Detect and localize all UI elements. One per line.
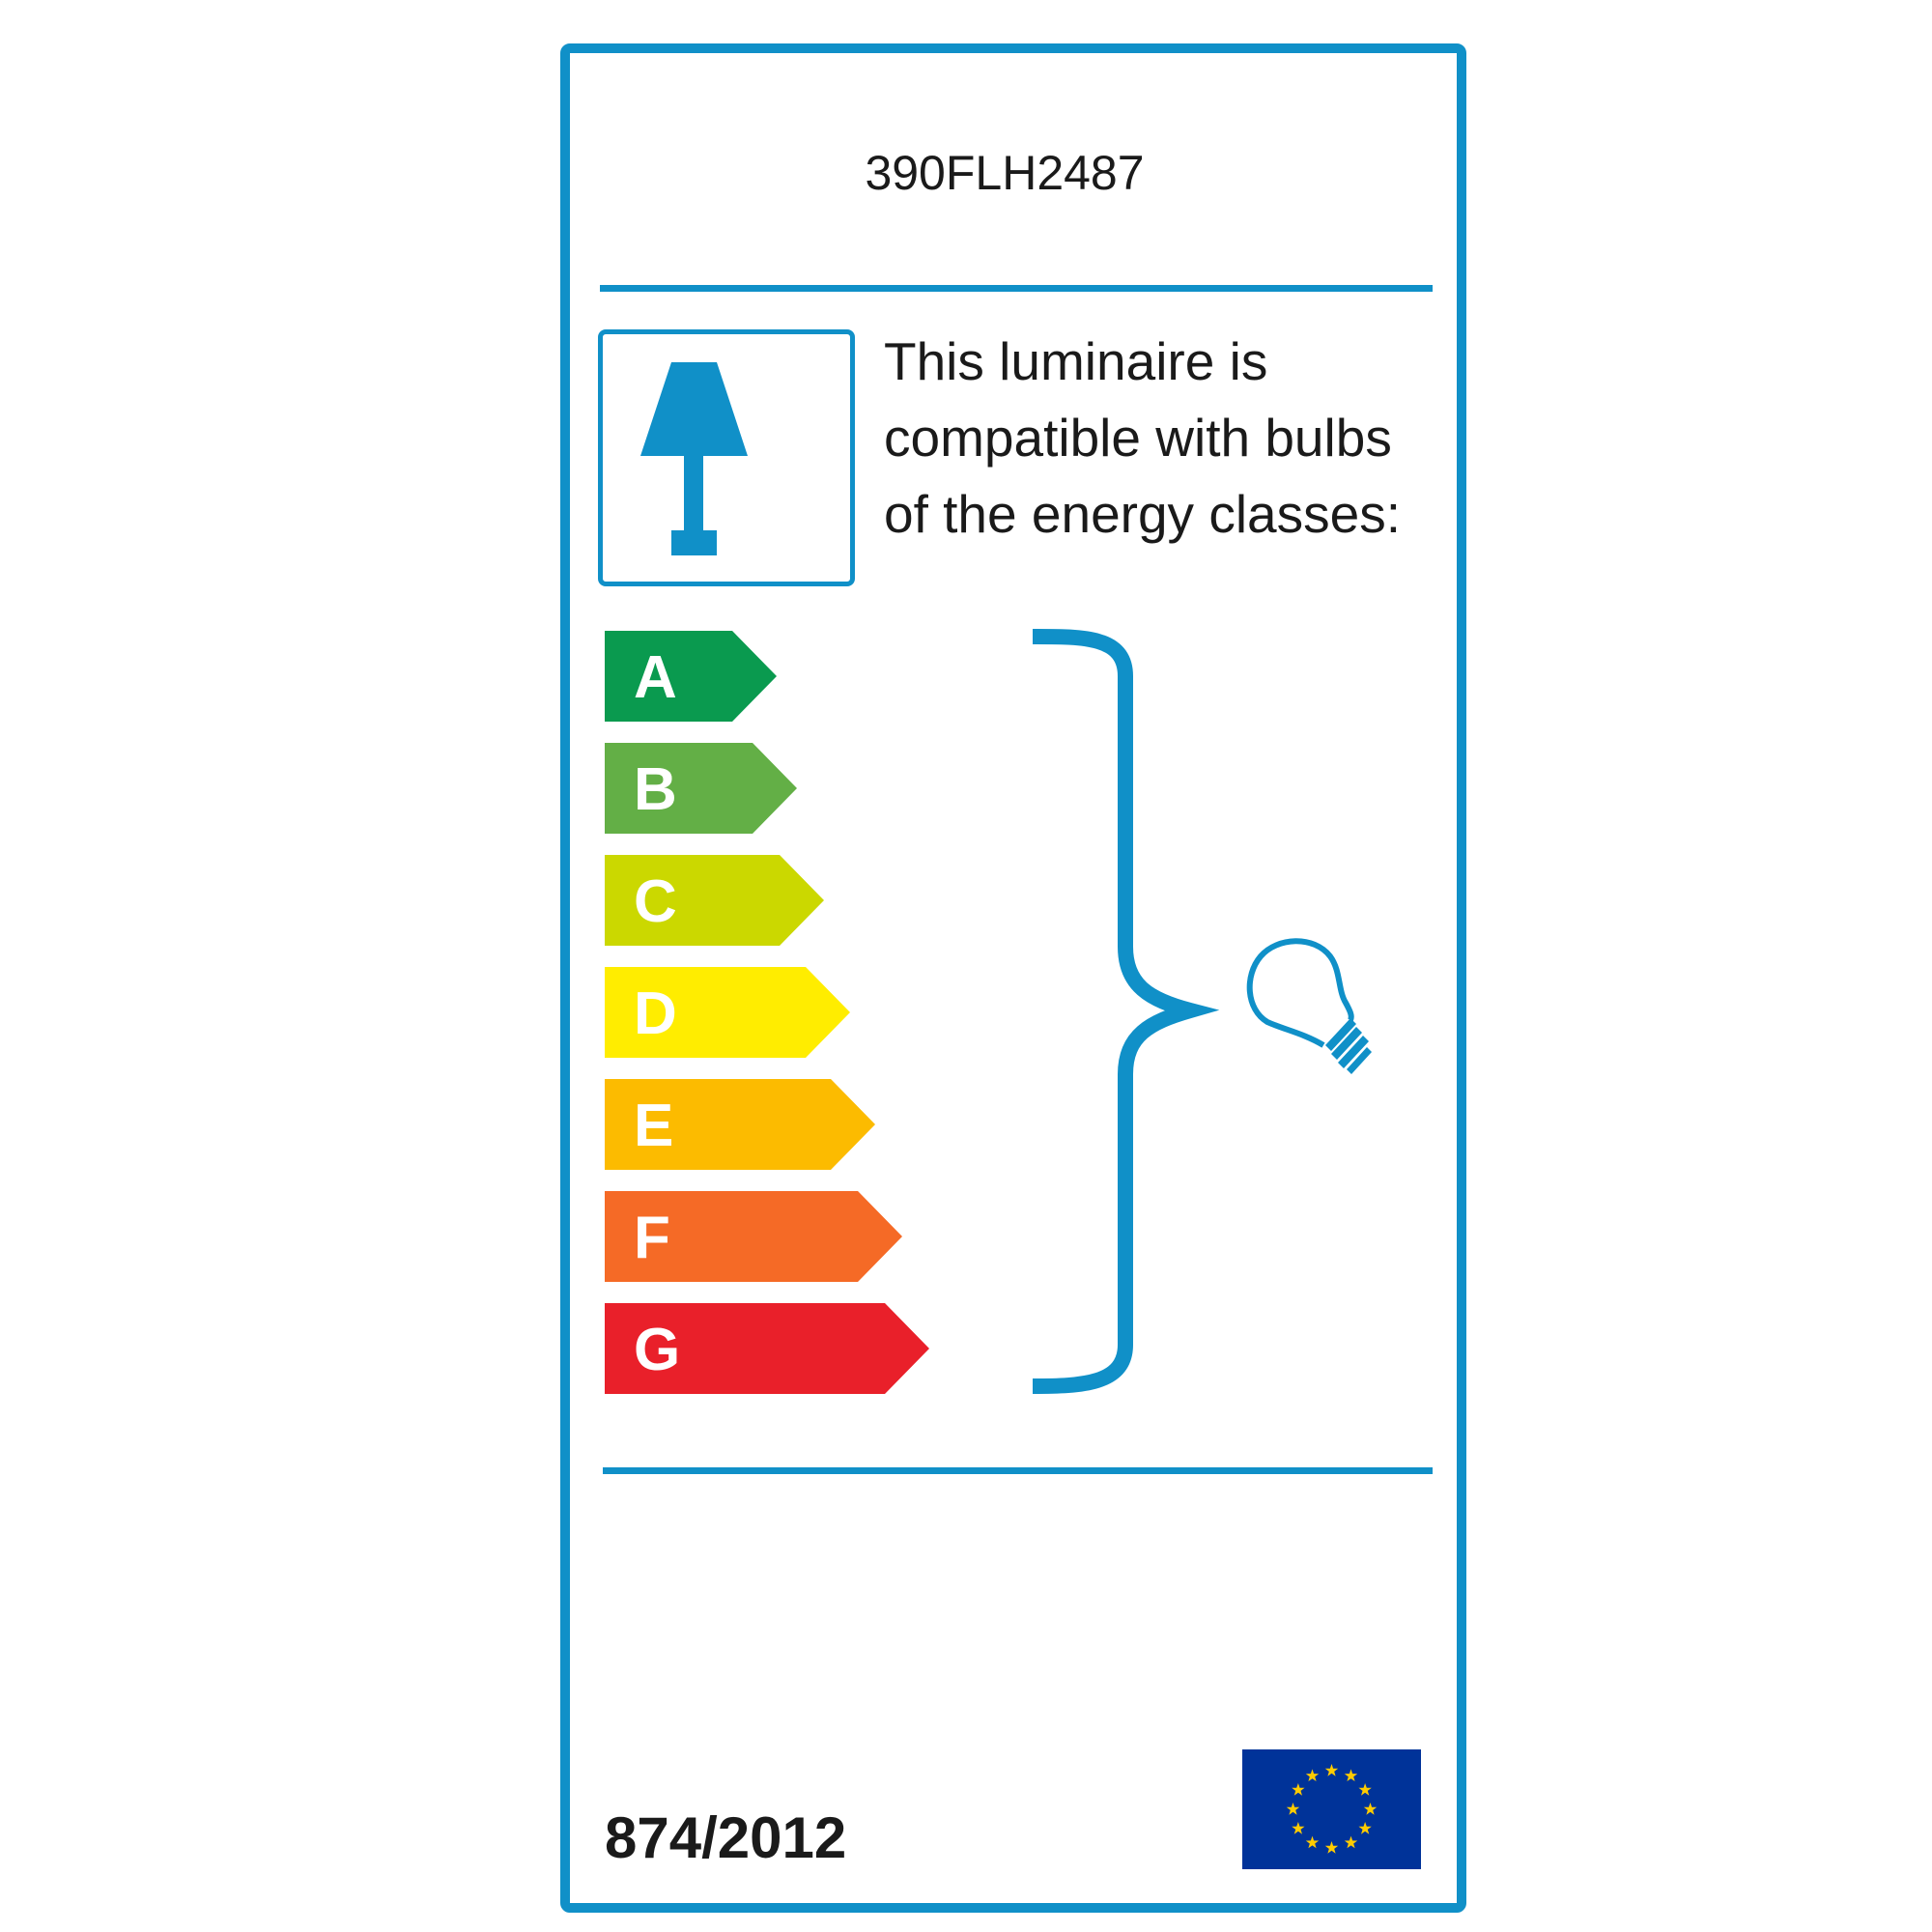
energy-class-a-arrow <box>605 631 777 722</box>
energy-class-b-arrow <box>605 743 797 834</box>
energy-class-d-letter: D <box>634 980 677 1047</box>
energy-class-b-letter: B <box>634 756 677 823</box>
model-number: 390FLH2487 <box>865 146 1145 200</box>
table-lamp-icon <box>640 362 748 555</box>
energy-class-c-letter: C <box>634 868 677 935</box>
energy-class-g-letter: G <box>634 1317 680 1383</box>
compat-line-3: of the energy classes: <box>884 484 1402 544</box>
label-frame <box>560 43 1466 1913</box>
compat-line-2: compatible with bulbs <box>884 408 1392 468</box>
energy-class-d-arrow <box>605 967 850 1058</box>
energy-class-e-arrow <box>605 1079 875 1170</box>
compat-line-1: This luminaire is <box>884 331 1268 391</box>
lamp-icon-box <box>598 329 855 586</box>
energy-class-c-arrow <box>605 855 824 946</box>
energy-class-e-letter: E <box>634 1093 673 1159</box>
compatibility-text: This luminaire is compatible with bulbs … <box>884 324 1401 553</box>
bottom-divider <box>603 1467 1433 1474</box>
regulation-number: 874/2012 <box>605 1805 847 1870</box>
energy-class-a-letter: A <box>634 644 677 711</box>
top-divider <box>600 285 1433 292</box>
energy-class-g-arrow <box>605 1303 929 1394</box>
energy-class-f-arrow <box>605 1191 902 1282</box>
energy-class-f-letter: F <box>634 1205 670 1271</box>
